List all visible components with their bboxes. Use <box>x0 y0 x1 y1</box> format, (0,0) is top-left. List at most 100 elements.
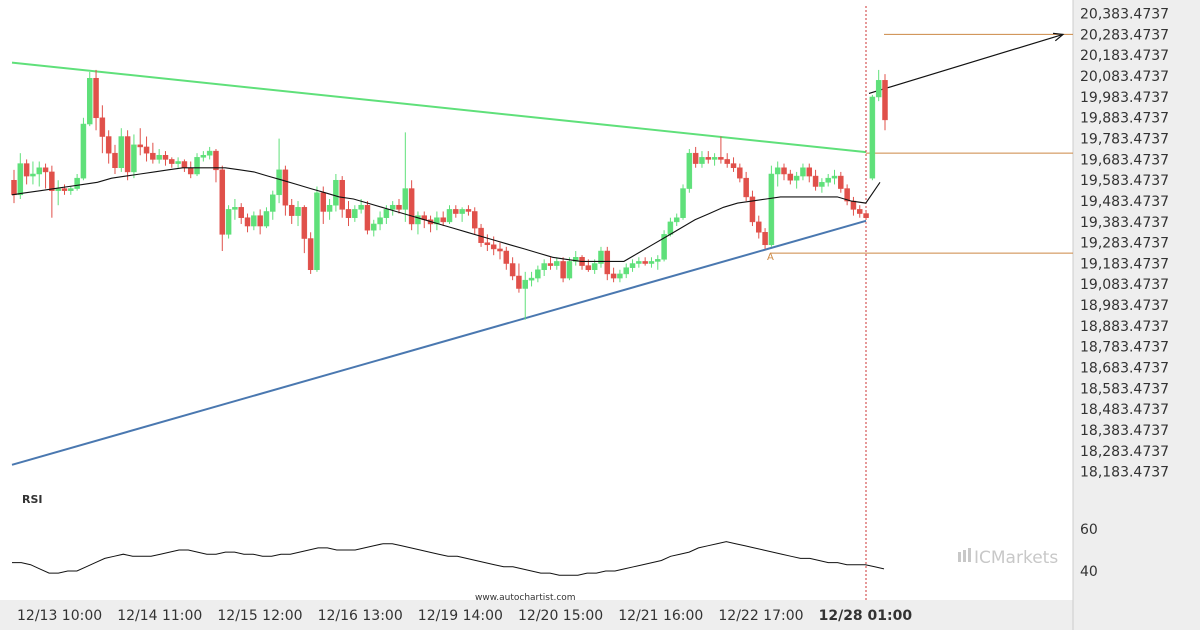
candle-body <box>497 248 503 252</box>
candle-body <box>566 261 573 279</box>
candle-body <box>17 163 24 196</box>
candle-body <box>743 177 749 198</box>
candle-body <box>598 250 604 264</box>
candle-body <box>11 179 17 196</box>
candle-body <box>206 150 213 156</box>
candle-body <box>93 77 99 119</box>
target-arrow <box>868 33 1064 95</box>
candle-body <box>749 196 756 223</box>
candle-body <box>339 179 345 210</box>
y-tick-label: 19,983.4737 <box>1080 90 1169 106</box>
candle-body <box>648 261 655 264</box>
pattern-marker: A <box>767 252 774 263</box>
candle-body <box>453 209 459 214</box>
candle-body <box>516 275 522 289</box>
candle-body <box>200 155 207 158</box>
candle-body <box>150 152 156 160</box>
resistance-line <box>11 61 867 154</box>
candle-body <box>396 204 402 210</box>
support-line <box>11 219 867 466</box>
y-tick-label: 18,883.4737 <box>1080 319 1169 335</box>
y-tick-label: 18,683.4737 <box>1080 361 1169 377</box>
candle-body <box>49 171 55 191</box>
candle-body <box>263 211 270 227</box>
candle-body <box>105 136 112 154</box>
candle-body <box>68 188 74 191</box>
candle-body <box>402 188 409 210</box>
x-tick-label: 12/14 11:00 <box>117 608 202 624</box>
candle-body <box>882 80 888 121</box>
candle-body <box>806 167 813 177</box>
y-tick-label: 19,783.4737 <box>1080 132 1169 148</box>
candle-body <box>440 217 446 223</box>
candle-body <box>244 217 251 227</box>
candle-body <box>459 209 465 214</box>
candle-body <box>333 179 339 206</box>
candle-body <box>213 150 219 171</box>
candle-body <box>377 217 383 225</box>
candle-body <box>673 217 680 223</box>
x-tick-label: 12/13 10:00 <box>17 608 102 624</box>
moving-average-line <box>11 167 881 262</box>
candle-body <box>219 169 226 235</box>
candle-body <box>737 167 743 179</box>
candle-body <box>36 167 42 175</box>
candle-body <box>844 188 850 202</box>
rsi-tick-label: 60 <box>1080 522 1098 538</box>
candle-body <box>270 194 276 212</box>
candle-body <box>358 204 364 210</box>
candle-body <box>187 167 194 175</box>
candle-body <box>143 146 150 154</box>
candle-body <box>301 207 308 239</box>
rsi-line <box>12 541 885 576</box>
candle-body <box>768 173 775 246</box>
candle-body <box>257 215 263 227</box>
rsi-tick-label: 40 <box>1080 564 1098 580</box>
candle-body <box>99 117 106 137</box>
x-axis: 12/13 10:00 12/14 11:00 12/15 12:00 12/16 1… <box>17 608 912 624</box>
y-tick-label: 18,183.4737 <box>1080 465 1169 481</box>
x-tick-label: 12/28 01:00 <box>819 608 913 624</box>
brand-logo: ICMarkets <box>958 548 1058 568</box>
candle-body <box>793 175 800 181</box>
candle-body <box>352 209 358 218</box>
y-tick-label: 19,183.4737 <box>1080 256 1169 272</box>
y-tick-label: 19,583.4737 <box>1080 173 1169 189</box>
y-tick-label: 18,483.4737 <box>1080 402 1169 418</box>
candle-body <box>560 261 566 279</box>
candle-body <box>642 261 648 264</box>
candle-body <box>307 238 314 271</box>
candle-body <box>610 273 617 279</box>
candle-body <box>326 204 333 212</box>
candle-body <box>446 209 453 223</box>
candle-body <box>655 259 661 262</box>
candle-body <box>465 209 472 212</box>
candle-body <box>371 223 377 231</box>
candle-body <box>408 188 415 225</box>
x-axis-panel <box>0 600 1200 630</box>
candle-body <box>175 161 181 164</box>
candle-body <box>320 192 327 212</box>
candle-body <box>554 261 560 266</box>
candle-body <box>415 215 421 225</box>
candle-body <box>194 157 200 175</box>
y-tick-label: 18,283.4737 <box>1080 444 1169 460</box>
candle-body <box>547 263 554 266</box>
candle-body <box>30 173 36 177</box>
x-tick-label: 12/16 13:00 <box>318 608 403 624</box>
candle-body <box>850 200 857 210</box>
candle-body <box>629 263 636 268</box>
y-tick-label: 20,383.4737 <box>1080 7 1169 23</box>
watermark: www.autochartist.com <box>475 593 576 603</box>
y-tick-label: 20,083.4737 <box>1080 69 1169 85</box>
candle-body <box>636 261 642 264</box>
x-tick-label: 12/20 15:00 <box>518 608 603 624</box>
y-tick-label: 19,483.4737 <box>1080 194 1169 210</box>
candle-body <box>86 77 93 125</box>
candle-body <box>295 207 301 216</box>
candle-body <box>705 157 712 160</box>
y-tick-label: 18,583.4737 <box>1080 381 1169 397</box>
candle-body <box>591 263 598 271</box>
